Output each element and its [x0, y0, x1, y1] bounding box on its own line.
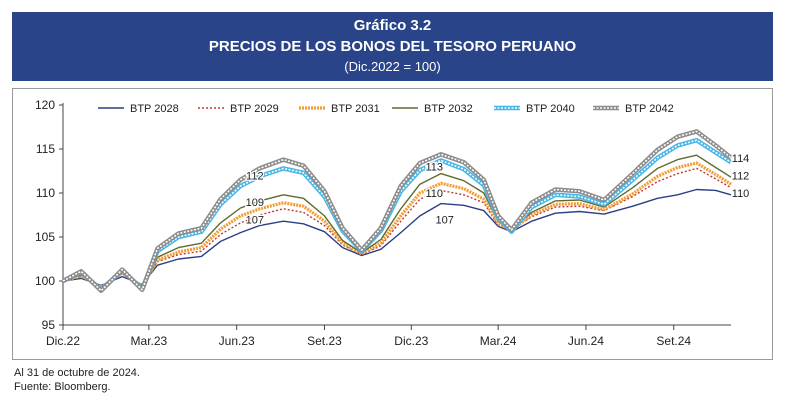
series-line [62, 188, 732, 287]
legend-label: BTP 2040 [526, 103, 575, 115]
data-label: 112 [246, 170, 264, 182]
source-note: Fuente: Bloomberg. [14, 381, 111, 393]
data-label: 107 [246, 214, 264, 226]
series-line [62, 161, 732, 289]
data-label: 110 [732, 188, 750, 200]
data-label: 112 [732, 170, 750, 182]
x-tick-label: Set.24 [656, 334, 691, 348]
legend-label: BTP 2032 [424, 103, 473, 115]
data-label: 110 [425, 188, 443, 200]
chart-frame [12, 88, 773, 360]
x-tick-label: Dic.22 [46, 334, 80, 348]
x-tick-label: Jun.24 [568, 334, 604, 348]
y-tick-label: 115 [36, 142, 55, 156]
series-line-inner [62, 130, 732, 292]
x-tick-label: Mar.24 [480, 334, 517, 348]
chart-title: PRECIOS DE LOS BONOS DEL TESORO PERUANO [208, 38, 577, 55]
legend-label: BTP 2031 [331, 103, 380, 115]
x-tick-label: Mar.23 [131, 334, 168, 348]
series-line [62, 167, 732, 287]
legend-label: BTP 2028 [130, 103, 179, 115]
legend-label: BTP 2029 [230, 103, 279, 115]
y-tick-label: 110 [36, 186, 55, 200]
series-line-inner [62, 139, 732, 291]
y-tick-label: 95 [42, 318, 56, 332]
chart-base-note: (Dic.2022 = 100) [344, 59, 441, 74]
chart-number: Gráfico 3.2 [353, 17, 432, 34]
y-tick-label: 105 [35, 230, 55, 244]
x-tick-label: Jun.23 [219, 334, 255, 348]
date-note: Al 31 de octubre de 2024. [14, 367, 140, 379]
series-line-outer [61, 129, 733, 293]
series-line [62, 154, 732, 289]
x-tick-label: Set.23 [307, 334, 342, 348]
legend-label: BTP 2042 [625, 103, 674, 115]
x-tick-label: Dic.23 [394, 334, 428, 348]
data-label: 107 [436, 214, 454, 226]
data-label: 113 [425, 162, 443, 174]
y-tick-label: 120 [35, 98, 55, 112]
data-label: 114 [732, 153, 750, 165]
chart-header: Gráfico 3.2 PRECIOS DE LOS BONOS DEL TES… [12, 12, 773, 81]
y-tick-label: 100 [35, 274, 55, 288]
data-label: 109 [246, 197, 264, 209]
